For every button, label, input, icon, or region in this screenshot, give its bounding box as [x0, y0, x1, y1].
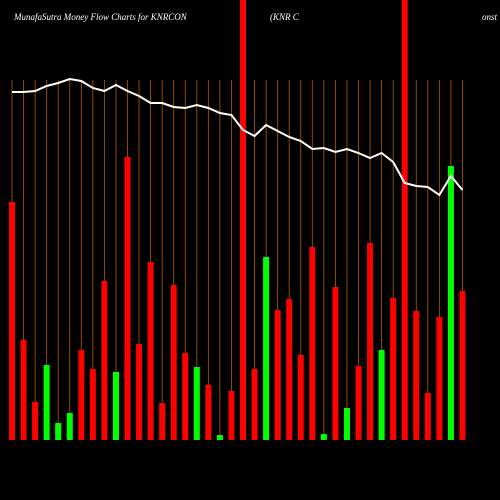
chart-subtitle-tail: onst: [482, 12, 498, 22]
bar: [413, 311, 420, 440]
bar: [136, 344, 143, 440]
bar: [32, 402, 39, 440]
bar: [320, 434, 327, 440]
bar: [367, 243, 374, 440]
price-line: [12, 77, 464, 197]
bar: [193, 367, 200, 440]
bar: [297, 355, 304, 440]
bar: [355, 366, 362, 440]
bars: [9, 0, 466, 440]
bar: [378, 350, 385, 440]
bar: [147, 262, 154, 440]
bar: [112, 372, 119, 440]
bar: [159, 403, 166, 440]
bar: [205, 385, 212, 440]
chart-title: MunafaSutra Money Flow Charts for KNRCON: [13, 12, 188, 22]
bar: [436, 317, 443, 440]
bar: [251, 369, 258, 440]
bar: [89, 369, 96, 440]
price-line-group: [12, 77, 464, 197]
bar: [182, 353, 189, 440]
bar: [101, 281, 108, 440]
bar: [216, 435, 223, 440]
bar: [401, 0, 408, 440]
bar: [228, 391, 235, 440]
bar: [459, 291, 466, 440]
bar: [170, 285, 177, 440]
bar: [447, 166, 454, 440]
bar: [424, 393, 431, 440]
bar: [274, 310, 281, 440]
bar: [286, 299, 293, 440]
bar: [78, 350, 85, 440]
chart-subtitle: (KNR C: [270, 12, 300, 22]
bar: [66, 413, 73, 440]
bar: [124, 157, 131, 440]
bar: [332, 287, 339, 440]
bar: [309, 247, 316, 440]
bar: [43, 365, 50, 440]
bar: [390, 298, 397, 440]
bar: [20, 340, 27, 440]
bar: [263, 257, 270, 440]
bar: [343, 408, 350, 440]
bar: [9, 202, 15, 440]
bar: [55, 423, 62, 440]
bar: [240, 0, 246, 440]
